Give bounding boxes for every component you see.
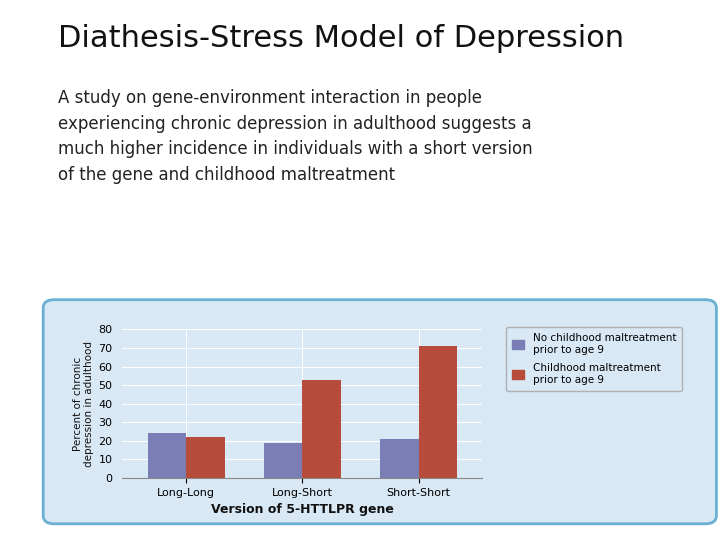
Bar — [302, 380, 341, 478]
Bar — [186, 437, 225, 478]
Text: Diathesis-Stress Model of Depression: Diathesis-Stress Model of Depression — [58, 24, 624, 53]
Bar — [264, 443, 302, 478]
Y-axis label: Percent of chronic
depression in adulthood: Percent of chronic depression in adultho… — [73, 341, 94, 467]
Bar — [418, 346, 457, 478]
Bar — [380, 439, 418, 478]
X-axis label: Version of 5-HTTLPR gene: Version of 5-HTTLPR gene — [211, 503, 394, 516]
Text: A study on gene-environment interaction in people
experiencing chronic depressio: A study on gene-environment interaction … — [58, 89, 532, 184]
Legend: No childhood maltreatment
prior to age 9, Childhood maltreatment
prior to age 9: No childhood maltreatment prior to age 9… — [505, 327, 683, 391]
Bar — [148, 433, 186, 478]
